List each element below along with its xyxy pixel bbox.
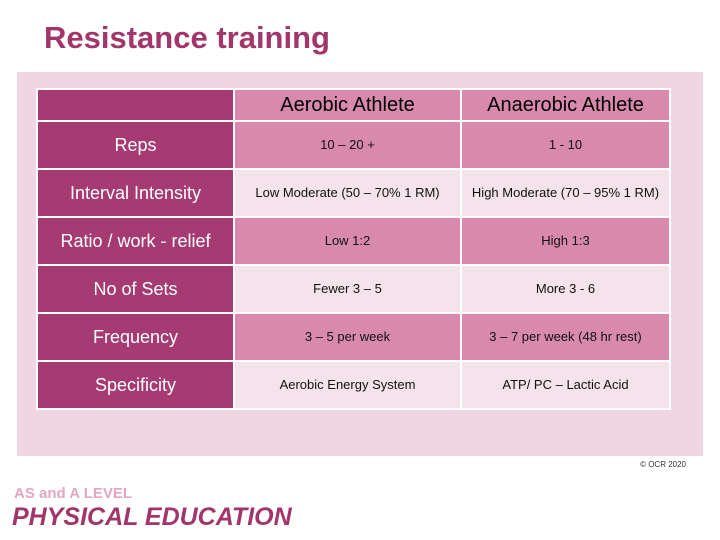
table-row: Interval Intensity Low Moderate (50 – 70… bbox=[36, 168, 671, 218]
comparison-table: Aerobic Athlete Anaerobic Athlete Reps 1… bbox=[36, 88, 671, 410]
row-label: Specificity bbox=[36, 360, 235, 410]
row-label: No of Sets bbox=[36, 264, 235, 314]
slide-title: Resistance training bbox=[44, 20, 330, 55]
header-anaerobic: Anaerobic Athlete bbox=[460, 88, 671, 122]
anaerobic-cell: High 1:3 bbox=[460, 216, 671, 266]
table-header-row: Aerobic Athlete Anaerobic Athlete bbox=[36, 88, 671, 122]
row-label: Reps bbox=[36, 120, 235, 170]
row-label: Frequency bbox=[36, 312, 235, 362]
table-row: Specificity Aerobic Energy System ATP/ P… bbox=[36, 360, 671, 410]
row-label: Ratio / work - relief bbox=[36, 216, 235, 266]
anaerobic-cell: 3 – 7 per week (48 hr rest) bbox=[460, 312, 671, 362]
table-row: Frequency 3 – 5 per week 3 – 7 per week … bbox=[36, 312, 671, 362]
aerobic-cell: 3 – 5 per week bbox=[233, 312, 462, 362]
aerobic-cell: Fewer 3 – 5 bbox=[233, 264, 462, 314]
table-row: No of Sets Fewer 3 – 5 More 3 - 6 bbox=[36, 264, 671, 314]
aerobic-cell: 10 – 20 + bbox=[233, 120, 462, 170]
anaerobic-cell: 1 - 10 bbox=[460, 120, 671, 170]
header-corner-cell bbox=[36, 88, 235, 122]
table-row: Reps 10 – 20 + 1 - 10 bbox=[36, 120, 671, 170]
copyright-text: © OCR 2020 bbox=[640, 460, 686, 469]
aerobic-cell: Aerobic Energy System bbox=[233, 360, 462, 410]
aerobic-cell: Low Moderate (50 – 70% 1 RM) bbox=[233, 168, 462, 218]
logo-line-1: AS and A LEVEL bbox=[14, 485, 133, 502]
table-row: Ratio / work - relief Low 1:2 High 1:3 bbox=[36, 216, 671, 266]
anaerobic-cell: ATP/ PC – Lactic Acid bbox=[460, 360, 671, 410]
aerobic-cell: Low 1:2 bbox=[233, 216, 462, 266]
anaerobic-cell: More 3 - 6 bbox=[460, 264, 671, 314]
anaerobic-cell: High Moderate (70 – 95% 1 RM) bbox=[460, 168, 671, 218]
header-aerobic: Aerobic Athlete bbox=[233, 88, 462, 122]
logo-line-2: PHYSICAL EDUCATION bbox=[12, 503, 292, 531]
row-label: Interval Intensity bbox=[36, 168, 235, 218]
